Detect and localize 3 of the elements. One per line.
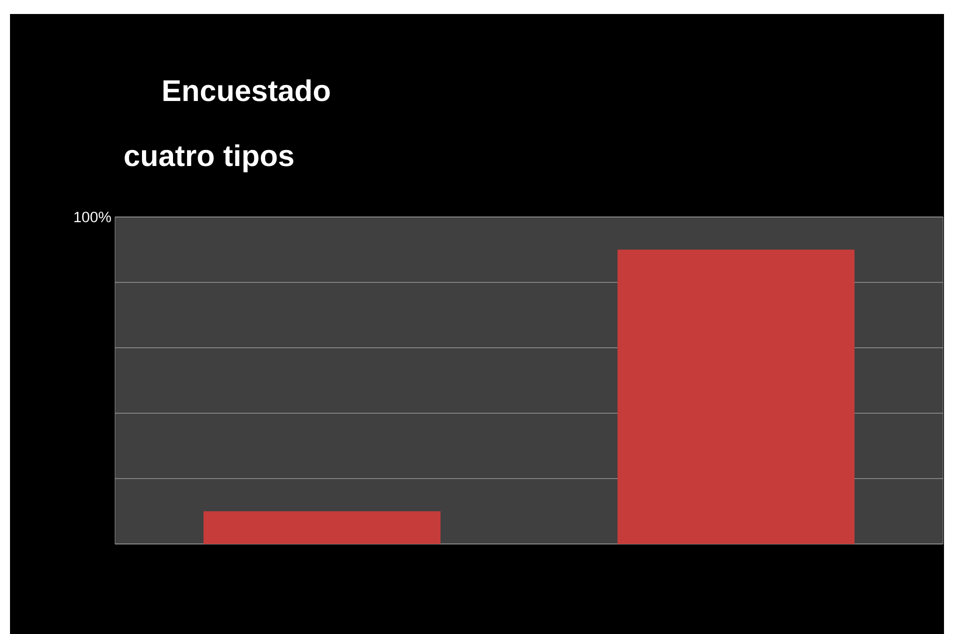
y-tick-label: 100% (74, 212, 111, 222)
chart-title: Encuestado (164, 79, 330, 102)
chart-subtitle: cuatro tipos (124, 144, 294, 172)
